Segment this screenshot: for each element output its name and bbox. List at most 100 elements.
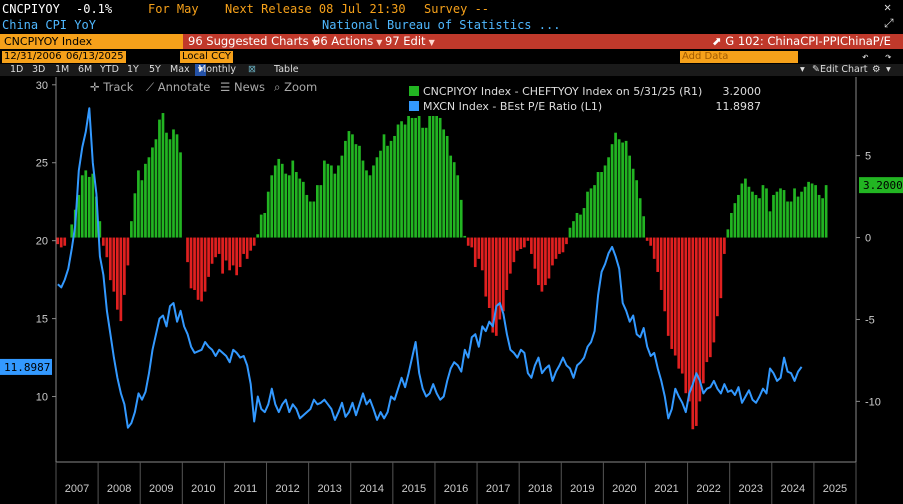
- settings-icon[interactable]: ⚙: [872, 64, 881, 75]
- bar: [305, 194, 309, 238]
- actions-label: 96 Actions: [313, 34, 374, 48]
- start-date-field[interactable]: 12/31/2006: [2, 51, 64, 63]
- period-1d[interactable]: 1D: [10, 64, 24, 75]
- x-tick-label: 2019: [570, 483, 594, 495]
- frequency-select[interactable]: Monthly ▾: [195, 64, 236, 76]
- bar: [196, 237, 200, 300]
- external-link-icon: ⬈: [712, 34, 726, 48]
- bar: [708, 237, 712, 358]
- x-tick-label: 2017: [486, 483, 510, 495]
- zoom-button[interactable]: ⌕ Zoom: [274, 80, 317, 94]
- bar: [754, 194, 758, 238]
- bar: [108, 237, 112, 281]
- bar: [245, 237, 249, 259]
- security-field[interactable]: CNCPIYOY Index: [0, 34, 183, 49]
- bar: [765, 188, 768, 238]
- bar: [733, 203, 737, 238]
- expand-icon[interactable]: ⤢: [884, 16, 894, 30]
- redo-icon[interactable]: ↷: [885, 50, 892, 63]
- add-data-field[interactable]: Add Data: [680, 51, 798, 63]
- bar: [473, 237, 477, 268]
- annotate-button[interactable]: ⟋ Annotate: [146, 80, 210, 94]
- bar: [782, 190, 786, 238]
- pe-ratio-line: [57, 107, 803, 429]
- frequency-label: Monthly: [198, 64, 237, 75]
- bar: [428, 111, 431, 238]
- undo-icon[interactable]: ↶: [862, 50, 869, 63]
- edit-chart-button[interactable]: ✎ Edit Chart: [812, 64, 868, 75]
- bar: [484, 237, 488, 297]
- bar: [207, 237, 210, 277]
- period-3d[interactable]: 3D: [32, 64, 46, 75]
- bar: [63, 237, 67, 246]
- bar: [449, 155, 453, 238]
- bar: [284, 173, 288, 238]
- bar: [691, 237, 695, 430]
- bar: [737, 194, 740, 238]
- bar: [628, 155, 631, 238]
- end-date-field[interactable]: 06/13/2025: [64, 51, 126, 63]
- bar: [526, 237, 530, 241]
- period-ytd[interactable]: YTD: [100, 64, 119, 75]
- bar: [252, 237, 256, 246]
- bar: [98, 221, 102, 238]
- bar: [786, 201, 789, 238]
- period-6m[interactable]: 6M: [78, 64, 93, 75]
- bar: [126, 237, 130, 266]
- bar: [747, 186, 751, 238]
- suggested-charts-menu[interactable]: 96 Suggested Charts ▼: [188, 34, 318, 49]
- bar: [421, 127, 424, 238]
- chevron-down-icon[interactable]: ▾: [800, 64, 805, 75]
- bar: [459, 199, 463, 238]
- bar: [151, 147, 154, 238]
- bar: [417, 96, 421, 238]
- period-label: For May: [148, 2, 199, 16]
- command-bar: CNCPIYOY Index 96 Suggested Charts ▼ 96 A…: [0, 34, 903, 49]
- bar: [652, 237, 656, 259]
- left-tick-label: 10: [36, 392, 48, 404]
- search-icon: ⌕: [274, 80, 285, 94]
- close-icon[interactable]: ✕: [884, 0, 892, 14]
- bar: [424, 127, 428, 238]
- crosshair-icon: ✛: [90, 80, 104, 94]
- last-value-tag-right: [859, 177, 903, 194]
- bar: [140, 180, 144, 238]
- bar: [698, 237, 702, 402]
- actions-menu[interactable]: 96 Actions ▼: [313, 34, 382, 49]
- period-1m[interactable]: 1M: [55, 64, 70, 75]
- period-1y[interactable]: 1Y: [127, 64, 139, 75]
- news-icon: ☰: [220, 80, 234, 94]
- bar: [589, 188, 593, 238]
- currency-select[interactable]: Local CCY: [180, 51, 233, 63]
- bar: [607, 157, 610, 238]
- chart-title[interactable]: ⬈ G 102: ChinaCPI-PPIChinaP/E: [712, 34, 891, 49]
- bar: [684, 237, 688, 394]
- bar: [730, 212, 733, 238]
- chevron-down-icon[interactable]: ▾: [886, 64, 891, 75]
- x-tick-label: 2013: [317, 483, 341, 495]
- bar: [315, 185, 319, 238]
- bar: [372, 165, 375, 238]
- bar: [456, 175, 460, 238]
- bar: [596, 172, 600, 238]
- bar: [256, 234, 260, 238]
- bar: [389, 140, 393, 238]
- right-tick-label: -5: [865, 314, 875, 326]
- period-5y[interactable]: 5Y: [149, 64, 161, 75]
- period-max[interactable]: Max: [170, 64, 190, 75]
- legend: CNCPIYOY Index - CHEFTYOY Index on 5/31/…: [405, 82, 765, 116]
- bar: [508, 237, 512, 274]
- bar: [593, 185, 596, 238]
- bar: [368, 175, 372, 238]
- news-button[interactable]: ☰ News: [220, 80, 265, 94]
- bar: [519, 237, 523, 250]
- change-value: -0.1%: [76, 2, 113, 16]
- track-button[interactable]: ✛ Track: [90, 80, 133, 94]
- edit-menu[interactable]: 97 Edit ▼: [385, 34, 435, 49]
- title-row: CNCPIYOY -0.1% For May Next Release 08 J…: [0, 0, 903, 17]
- chart-type-icon[interactable]: ⊠: [248, 64, 256, 75]
- bar: [800, 191, 803, 238]
- table-button[interactable]: Table: [274, 64, 299, 75]
- last-value-tag-left: [0, 358, 52, 375]
